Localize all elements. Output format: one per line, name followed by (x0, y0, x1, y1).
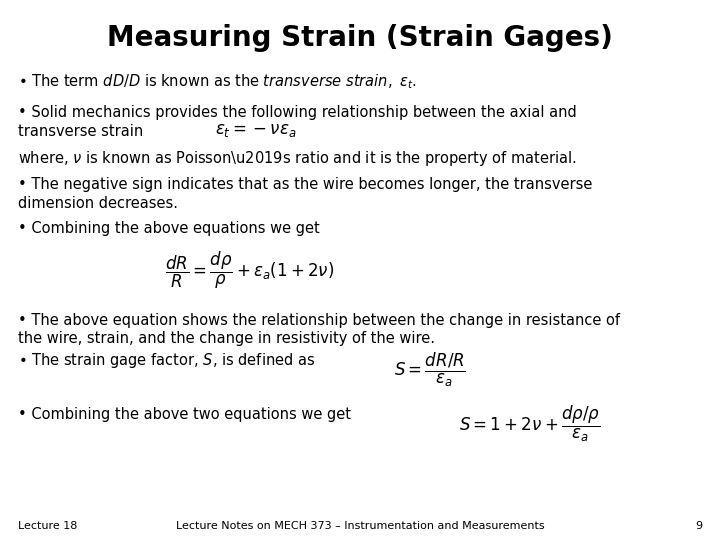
Text: Lecture 18: Lecture 18 (18, 521, 77, 531)
Text: the wire, strain, and the change in resistivity of the wire.: the wire, strain, and the change in resi… (18, 332, 435, 347)
Text: • Solid mechanics provides the following relationship between the axial and: • Solid mechanics provides the following… (18, 105, 577, 119)
Text: • The above equation shows the relationship between the change in resistance of: • The above equation shows the relations… (18, 313, 620, 327)
Text: $\varepsilon_t = -\nu\varepsilon_a$: $\varepsilon_t = -\nu\varepsilon_a$ (215, 121, 297, 139)
Text: $\dfrac{dR}{R} = \dfrac{d\rho}{\rho} + \varepsilon_a(1+2\nu)$: $\dfrac{dR}{R} = \dfrac{d\rho}{\rho} + \… (166, 249, 335, 291)
Text: $S = \dfrac{dR/R}{\varepsilon_a}$: $S = \dfrac{dR/R}{\varepsilon_a}$ (394, 351, 466, 389)
Text: where, $\nu$ is known as Poisson\u2019s ratio and it is the property of material: where, $\nu$ is known as Poisson\u2019s … (18, 148, 577, 167)
Text: 9: 9 (695, 521, 702, 531)
Text: transverse strain: transverse strain (18, 125, 143, 139)
Text: • The negative sign indicates that as the wire becomes longer, the transverse: • The negative sign indicates that as th… (18, 178, 593, 192)
Text: Measuring Strain (Strain Gages): Measuring Strain (Strain Gages) (107, 24, 613, 52)
Text: dimension decreases.: dimension decreases. (18, 197, 178, 212)
Text: • Combining the above two equations we get: • Combining the above two equations we g… (18, 408, 351, 422)
Text: • The term $dD/D$ is known as the $\mathit{transverse\ strain,}$ $\varepsilon_t$: • The term $dD/D$ is known as the $\math… (18, 73, 417, 91)
Text: • The strain gage factor, $S$, is defined as: • The strain gage factor, $S$, is define… (18, 352, 315, 370)
Text: Lecture Notes on MECH 373 – Instrumentation and Measurements: Lecture Notes on MECH 373 – Instrumentat… (176, 521, 544, 531)
Text: $S = 1 + 2\nu + \dfrac{d\rho/\rho}{\varepsilon_a}$: $S = 1 + 2\nu + \dfrac{d\rho/\rho}{\vare… (459, 404, 600, 444)
Text: • Combining the above equations we get: • Combining the above equations we get (18, 220, 320, 235)
